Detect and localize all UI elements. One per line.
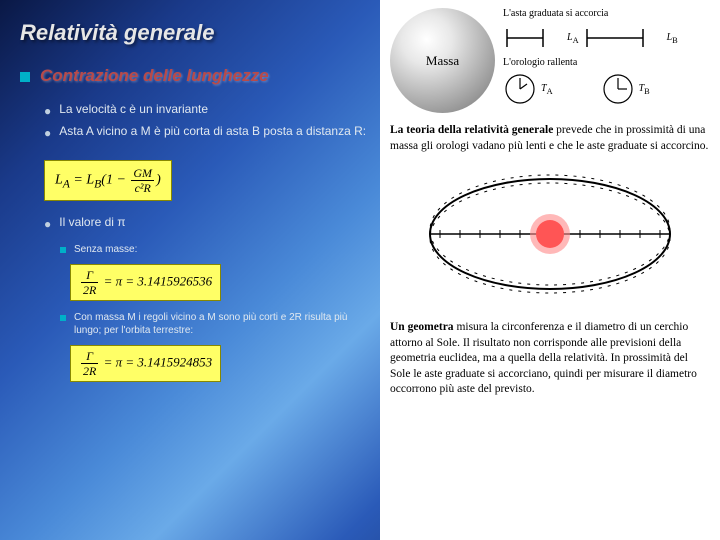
ruler-caption: L'asta graduata si accorcia bbox=[503, 8, 710, 19]
bullet-list-1: ● La velocità c è un invariante ● Asta A… bbox=[44, 102, 370, 140]
TA-label: TA bbox=[541, 83, 553, 96]
slide-title: Relatività generale bbox=[20, 20, 370, 46]
subtitle: Contrazione delle lunghezze bbox=[40, 66, 269, 86]
subtitle-row: Contrazione delle lunghezze bbox=[20, 66, 370, 86]
dot-bullet-icon: ● bbox=[44, 217, 51, 231]
formula-length-contraction: LA = LB(1 − GMc²R) bbox=[44, 160, 172, 201]
bullet-item: ● Il valore di π bbox=[44, 215, 370, 231]
ruler-short-icon bbox=[503, 23, 563, 53]
bullet-text: Asta A vicino a M è più corta di asta B … bbox=[59, 124, 366, 140]
LB-label: LB bbox=[667, 32, 678, 45]
clock-caption: L'orologio rallenta bbox=[503, 57, 710, 68]
ruler-row: LA LB bbox=[503, 23, 710, 53]
clock-b-icon bbox=[601, 72, 635, 106]
fraction: Γ2R bbox=[81, 350, 98, 377]
bullet-text: Il valore di π bbox=[59, 215, 125, 231]
massa-label: Massa bbox=[426, 53, 459, 69]
paragraph-2: Un geometra misura la circonferenza e il… bbox=[390, 320, 710, 398]
sub-bullet-item: Con massa M i regoli vicino a M sono più… bbox=[60, 311, 370, 337]
top-right-panel: L'asta graduata si accorcia LA LB bbox=[503, 8, 710, 106]
dot-bullet-icon: ● bbox=[44, 104, 51, 118]
bullet-item: ● Asta A vicino a M è più corta di asta … bbox=[44, 124, 370, 140]
paragraph-1: La teoria della relatività generale prev… bbox=[390, 123, 710, 154]
left-column: Relatività generale Contrazione delle lu… bbox=[0, 0, 380, 540]
dot-bullet-icon: ● bbox=[44, 126, 51, 140]
sub-bullet-list: Con massa M i regoli vicino a M sono più… bbox=[60, 311, 370, 337]
orbit-ellipse-figure bbox=[420, 164, 680, 304]
bullet-list-2: ● Il valore di π bbox=[44, 215, 370, 231]
sub-bullet-text: Senza masse: bbox=[74, 243, 137, 256]
sub-bullet-text: Con massa M i regoli vicino a M sono più… bbox=[74, 311, 370, 337]
ruler-long-icon bbox=[583, 23, 663, 53]
formula-pi-with-mass: Γ2R = π = 3.1415924853 bbox=[70, 345, 221, 382]
top-figure: Massa L'asta graduata si accorcia LA bbox=[390, 8, 710, 113]
right-column: Massa L'asta graduata si accorcia LA bbox=[380, 0, 720, 540]
bullet-item: ● La velocità c è un invariante bbox=[44, 102, 370, 118]
LA-label: LA bbox=[567, 32, 579, 45]
square-bullet-icon bbox=[20, 72, 30, 82]
sub-bullet-item: Senza masse: bbox=[60, 243, 370, 256]
TB-label: TB bbox=[639, 83, 650, 96]
clock-a-icon bbox=[503, 72, 537, 106]
slide-container: Relatività generale Contrazione delle lu… bbox=[0, 0, 720, 540]
tiny-square-bullet-icon bbox=[60, 247, 66, 253]
sub-bullet-list: Senza masse: bbox=[60, 243, 370, 256]
fraction: Γ2R bbox=[81, 269, 98, 296]
tiny-square-bullet-icon bbox=[60, 315, 66, 321]
bullet-text: La velocità c è un invariante bbox=[59, 102, 208, 118]
formula-pi-no-mass: Γ2R = π = 3.1415926536 bbox=[70, 264, 221, 301]
clock-row: TA TB bbox=[503, 72, 710, 106]
fraction: GMc²R bbox=[131, 167, 154, 194]
mass-sphere-icon: Massa bbox=[390, 8, 495, 113]
